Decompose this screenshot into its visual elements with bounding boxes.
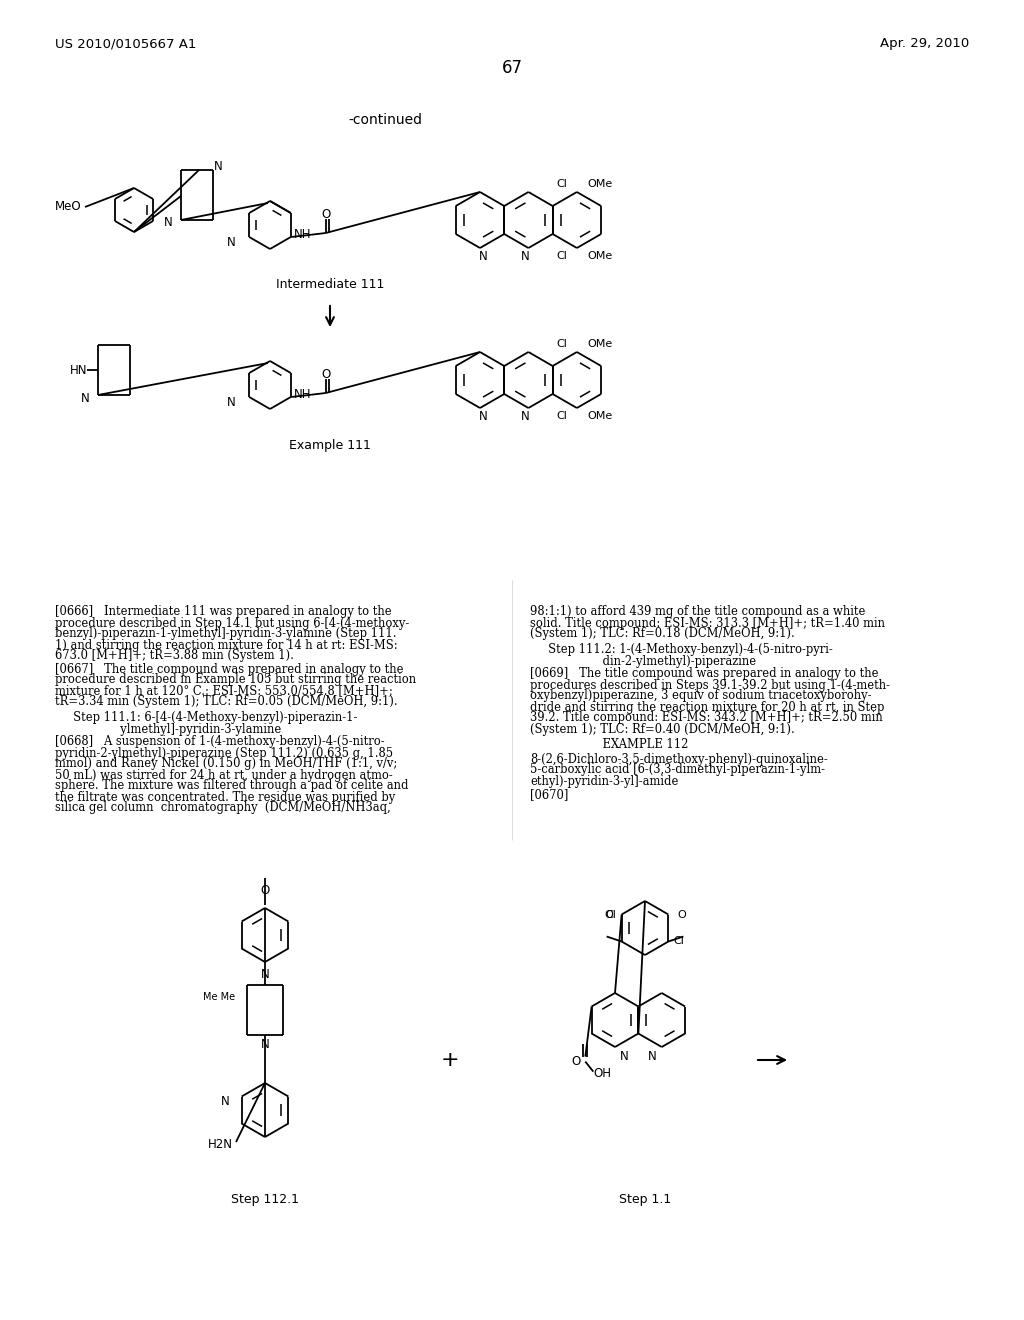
- Text: 67: 67: [502, 59, 522, 77]
- Text: OMe: OMe: [587, 180, 612, 189]
- Text: O: O: [571, 1055, 581, 1068]
- Text: (System 1); TLC: Rf=0.18 (DCM/MeOH, 9:1).: (System 1); TLC: Rf=0.18 (DCM/MeOH, 9:1)…: [530, 627, 795, 640]
- Text: 98:1:1) to afford 439 mg of the title compound as a white: 98:1:1) to afford 439 mg of the title co…: [530, 606, 865, 619]
- Text: N: N: [81, 392, 90, 404]
- Text: Cl: Cl: [556, 251, 567, 261]
- Text: 50 mL) was stirred for 24 h at rt, under a hydrogen atmo-: 50 mL) was stirred for 24 h at rt, under…: [55, 768, 393, 781]
- Text: Cl: Cl: [556, 339, 567, 348]
- Text: +: +: [440, 1049, 460, 1071]
- Text: oxybenzyl)piperazine, 3 equiv of sodium triacetoxyborohy-: oxybenzyl)piperazine, 3 equiv of sodium …: [530, 689, 871, 702]
- Text: Step 112.1: Step 112.1: [231, 1193, 299, 1206]
- Text: HN: HN: [70, 363, 87, 376]
- Text: N: N: [521, 411, 529, 424]
- Text: 8-(2,6-Dichloro-3,5-dimethoxy-phenyl)-quinoxaline-: 8-(2,6-Dichloro-3,5-dimethoxy-phenyl)-qu…: [530, 752, 827, 766]
- Text: Step 111.2: 1-(4-Methoxy-benzyl)-4-(5-nitro-pyri-: Step 111.2: 1-(4-Methoxy-benzyl)-4-(5-ni…: [530, 644, 833, 656]
- Text: Step 111.1: 6-[4-(4-Methoxy-benzyl)-piperazin-1-: Step 111.1: 6-[4-(4-Methoxy-benzyl)-pipe…: [55, 711, 357, 725]
- Text: N: N: [221, 1096, 230, 1109]
- Text: ethyl)-pyridin-3-yl]-amide: ethyl)-pyridin-3-yl]-amide: [530, 775, 678, 788]
- Text: mixture for 1 h at 120° C.: ESI-MS: 553.0/554.8 [M+H]+;: mixture for 1 h at 120° C.: ESI-MS: 553.…: [55, 685, 393, 697]
- Text: [0666]   Intermediate 111 was prepared in analogy to the: [0666] Intermediate 111 was prepared in …: [55, 606, 391, 619]
- Text: sphere. The mixture was filtered through a pad of celite and: sphere. The mixture was filtered through…: [55, 780, 409, 792]
- Text: mmol) and Raney Nickel (0.150 g) in MeOH/THF (1:1, v/v;: mmol) and Raney Nickel (0.150 g) in MeOH…: [55, 758, 397, 771]
- Text: OMe: OMe: [587, 339, 612, 348]
- Text: N: N: [261, 1039, 269, 1052]
- Text: NH: NH: [294, 228, 311, 242]
- Text: procedure described in Step 14.1 but using 6-[4-(4-methoxy-: procedure described in Step 14.1 but usi…: [55, 616, 410, 630]
- Text: Apr. 29, 2010: Apr. 29, 2010: [880, 37, 969, 50]
- Text: 39.2. Title compound: ESI-MS: 343.2 [M+H]+; tR=2.50 min: 39.2. Title compound: ESI-MS: 343.2 [M+H…: [530, 711, 883, 725]
- Text: procedures described in Steps 39.1-39.2 but using 1-(4-meth-: procedures described in Steps 39.1-39.2 …: [530, 678, 890, 692]
- Text: N: N: [648, 1051, 656, 1064]
- Text: Cl: Cl: [556, 180, 567, 189]
- Text: N: N: [478, 251, 487, 264]
- Text: 5-carboxylic acid [6-(3,3-dimethyl-piperazin-1-ylm-: 5-carboxylic acid [6-(3,3-dimethyl-piper…: [530, 763, 825, 776]
- Text: Cl: Cl: [674, 936, 684, 946]
- Text: N: N: [478, 411, 487, 424]
- Text: OH: OH: [593, 1067, 611, 1080]
- Text: [0668]   A suspension of 1-(4-methoxy-benzyl)-4-(5-nitro-: [0668] A suspension of 1-(4-methoxy-benz…: [55, 735, 385, 748]
- Text: dride and stirring the reaction mixture for 20 h at rt, in Step: dride and stirring the reaction mixture …: [530, 701, 885, 714]
- Text: pyridin-2-ylmethyl)-piperazine (Step 111.2) (0.635 g, 1.85: pyridin-2-ylmethyl)-piperazine (Step 111…: [55, 747, 393, 759]
- Text: benzyl)-piperazin-1-ylmethyl]-pyridin-3-ylamine (Step 111.: benzyl)-piperazin-1-ylmethyl]-pyridin-3-…: [55, 627, 396, 640]
- Text: N: N: [164, 216, 173, 230]
- Text: Intermediate 111: Intermediate 111: [275, 279, 384, 292]
- Text: O: O: [322, 368, 331, 381]
- Text: N: N: [227, 396, 236, 408]
- Text: tR=3.34 min (System 1); TLC: Rf=0.05 (DCM/MeOH, 9:1).: tR=3.34 min (System 1); TLC: Rf=0.05 (DC…: [55, 696, 397, 709]
- Text: -continued: -continued: [348, 114, 422, 127]
- Text: NH: NH: [294, 388, 311, 401]
- Text: US 2010/0105667 A1: US 2010/0105667 A1: [55, 37, 197, 50]
- Text: (System 1); TLC: Rf=0.40 (DCM/MeOH, 9:1).: (System 1); TLC: Rf=0.40 (DCM/MeOH, 9:1)…: [530, 722, 795, 735]
- Text: N: N: [521, 251, 529, 264]
- Text: the filtrate was concentrated. The residue was purified by: the filtrate was concentrated. The resid…: [55, 791, 395, 804]
- Text: H2N: H2N: [208, 1138, 233, 1151]
- Text: silica gel column  chromatography  (DCM/MeOH/NH3aq,: silica gel column chromatography (DCM/Me…: [55, 801, 391, 814]
- Text: ylmethyl]-pyridin-3-ylamine: ylmethyl]-pyridin-3-ylamine: [55, 722, 282, 735]
- Text: solid. Title compound: ESI-MS: 313.3 [M+H]+; tR=1.40 min: solid. Title compound: ESI-MS: 313.3 [M+…: [530, 616, 885, 630]
- Text: Cl: Cl: [556, 411, 567, 421]
- Text: N: N: [227, 235, 236, 248]
- Text: din-2-ylmethyl)-piperazine: din-2-ylmethyl)-piperazine: [530, 655, 756, 668]
- Text: OMe: OMe: [587, 251, 612, 261]
- Text: Cl: Cl: [606, 909, 616, 920]
- Text: [0667]   The title compound was prepared in analogy to the: [0667] The title compound was prepared i…: [55, 663, 403, 676]
- Text: O: O: [677, 909, 686, 920]
- Text: procedure described in Example 105 but stirring the reaction: procedure described in Example 105 but s…: [55, 673, 416, 686]
- Text: Me Me: Me Me: [203, 993, 234, 1002]
- Text: Example 111: Example 111: [289, 438, 371, 451]
- Text: [0669]   The title compound was prepared in analogy to the: [0669] The title compound was prepared i…: [530, 668, 879, 681]
- Text: 1) and stirring the reaction mixture for 14 h at rt: ESI-MS:: 1) and stirring the reaction mixture for…: [55, 639, 397, 652]
- Text: [0670]: [0670]: [530, 788, 568, 801]
- Text: OMe: OMe: [587, 411, 612, 421]
- Text: Step 1.1: Step 1.1: [618, 1193, 671, 1206]
- Text: MeO: MeO: [55, 201, 82, 214]
- Text: O: O: [604, 909, 613, 920]
- Text: O: O: [260, 883, 269, 896]
- Text: N: N: [261, 969, 269, 982]
- Text: N: N: [214, 161, 223, 173]
- Text: N: N: [620, 1051, 629, 1064]
- Text: O: O: [322, 209, 331, 222]
- Text: 673.0 [M+H]+; tR=3.88 min (System 1).: 673.0 [M+H]+; tR=3.88 min (System 1).: [55, 649, 294, 663]
- Text: EXAMPLE 112: EXAMPLE 112: [530, 738, 688, 751]
